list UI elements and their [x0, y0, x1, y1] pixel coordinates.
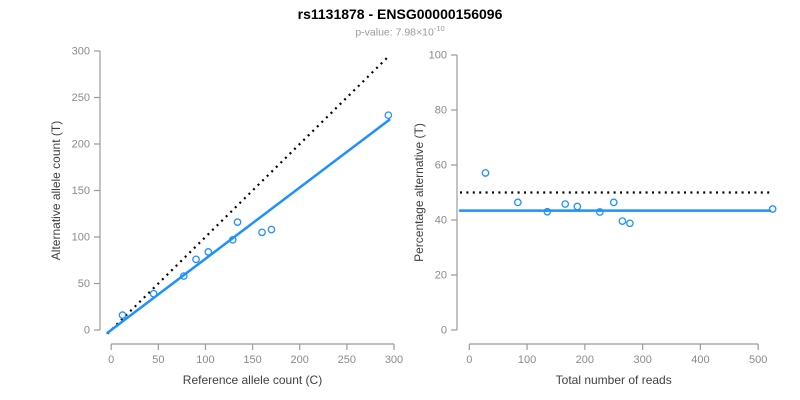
- data-point: [384, 111, 393, 120]
- data-point: [513, 198, 522, 207]
- pvalue-text: p-value: 7.98×10: [355, 26, 434, 39]
- data-point: [267, 225, 276, 234]
- x-tick-label: 50: [152, 354, 164, 366]
- y-axis-title: Percentage alternative (T): [412, 123, 426, 262]
- y-tick-label: 0: [441, 325, 447, 337]
- y-tick-label: 20: [435, 270, 447, 282]
- y-tick-label: 150: [72, 185, 90, 197]
- x-tick-label: 200: [291, 354, 309, 366]
- y-tick-label: 250: [72, 92, 90, 104]
- data-point: [179, 272, 188, 280]
- y-tick-label: 100: [429, 50, 447, 62]
- x-tick-label: 0: [108, 354, 114, 366]
- x-tick-label: 250: [338, 354, 356, 366]
- plot-subtitle: p-value: 7.98×10-10: [0, 24, 800, 39]
- identity-line: [106, 54, 391, 335]
- data-point: [768, 205, 777, 213]
- data-point: [204, 248, 213, 256]
- data-point: [481, 169, 490, 177]
- y-axis: 0 20 40 60 80 100 Percentage alternative (T): [412, 50, 458, 337]
- pvalue-exponent: -10: [433, 24, 445, 33]
- x-axis: 0 100 200 300 400 500 Total number of reads: [466, 343, 767, 387]
- data-point: [573, 202, 582, 211]
- right-plot: 0 20 40 60 80 100 Percentage alternative (T) 0 1…: [412, 50, 777, 387]
- data-point: [149, 289, 158, 298]
- x-tick-label: 150: [243, 354, 261, 366]
- y-tick-label: 80: [435, 105, 447, 117]
- data-point: [609, 198, 618, 207]
- y-tick-label: 200: [72, 139, 90, 151]
- data-point: [596, 208, 604, 216]
- data-point: [618, 217, 627, 225]
- data-point: [543, 207, 552, 216]
- y-tick-label: 0: [84, 325, 90, 337]
- y-tick-label: 60: [435, 160, 447, 172]
- y-axis-title: Alternative allele count (T): [49, 121, 63, 260]
- data-point: [228, 235, 237, 244]
- x-tick-label: 0: [466, 354, 472, 366]
- x-tick-label: 400: [691, 354, 709, 366]
- y-tick-label: 40: [435, 215, 447, 227]
- data-point: [626, 219, 634, 228]
- plot-title: rs1131878 - ENSG00000156096: [297, 6, 503, 22]
- data-point: [561, 200, 570, 208]
- data-point: [258, 228, 266, 237]
- x-axis-title: Total number of reads: [556, 373, 672, 387]
- left-plot: 0 50 100 150 200 250 300 Alternative allele cou…: [49, 46, 403, 388]
- x-tick-label: 500: [749, 354, 767, 366]
- y-tick-label: 300: [72, 46, 90, 58]
- y-tick-label: 50: [78, 278, 90, 290]
- x-tick-label: 300: [385, 354, 403, 366]
- data-point: [192, 255, 200, 264]
- y-tick-label: 100: [72, 232, 90, 244]
- data-point: [118, 311, 127, 319]
- x-axis: 0 50 100 150 200 250 300 Reference allele count…: [108, 343, 403, 387]
- fit-line: [106, 118, 391, 335]
- x-axis-title: Reference allele count (C): [183, 373, 322, 387]
- data-points: [118, 111, 393, 319]
- x-tick-label: 100: [196, 354, 214, 366]
- x-tick-label: 200: [576, 354, 594, 366]
- data-points: [481, 169, 777, 228]
- data-point: [233, 218, 242, 226]
- x-tick-label: 300: [633, 354, 651, 366]
- x-tick-label: 100: [518, 354, 536, 366]
- y-axis: 0 50 100 150 200 250 300 Alternative allele cou…: [49, 46, 101, 337]
